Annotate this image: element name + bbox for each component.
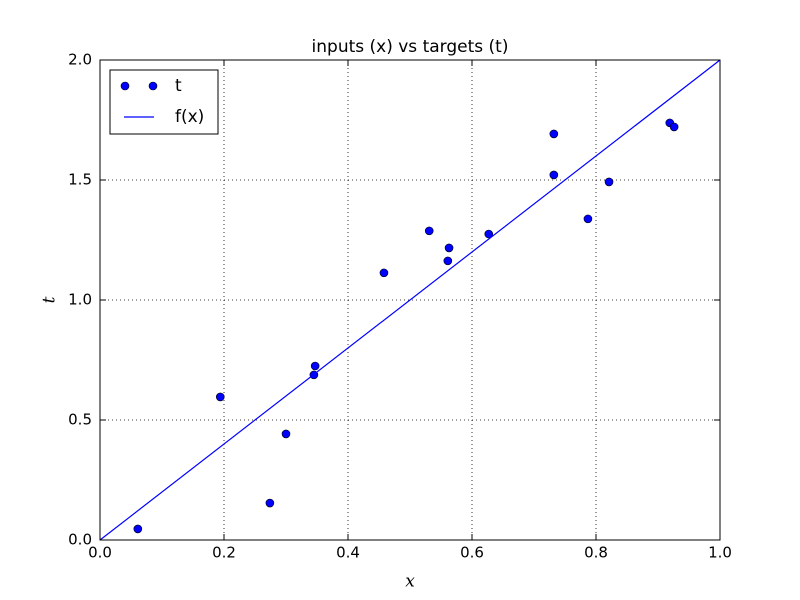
x-tick-label: 0.0 — [88, 544, 112, 562]
x-tick-label: 0.2 — [212, 544, 236, 562]
y-tick-label: 2.0 — [68, 51, 92, 69]
x-tick-label: 0.8 — [584, 544, 608, 562]
data-point — [444, 243, 454, 253]
y-tick-label: 1.0 — [68, 291, 92, 309]
data-point — [310, 361, 320, 371]
data-point — [604, 177, 614, 187]
data-point — [133, 524, 143, 534]
legend-marker — [148, 81, 158, 91]
fit-line — [99, 59, 721, 541]
y-tick-label: 1.5 — [68, 171, 92, 189]
data-point — [669, 122, 679, 132]
legend-box — [109, 69, 219, 135]
legend-label: f(x) — [175, 107, 204, 127]
data-point — [549, 129, 559, 139]
data-point — [265, 498, 275, 508]
legend-label: t — [175, 76, 182, 96]
x-tick-label: 0.4 — [336, 544, 360, 562]
data-point — [424, 226, 434, 236]
x-axis-label: x — [405, 572, 415, 592]
x-tick-label: 1.0 — [708, 544, 732, 562]
data-point — [549, 170, 559, 180]
legend-marker — [120, 81, 130, 91]
data-point — [215, 392, 225, 402]
data-point — [583, 214, 593, 224]
data-point — [281, 429, 291, 439]
data-point — [379, 268, 389, 278]
data-point — [443, 256, 453, 266]
y-tick-label: 0.5 — [68, 411, 92, 429]
plot-frame — [99, 59, 721, 541]
y-axis-label: t — [40, 296, 60, 303]
x-tick-label: 0.6 — [460, 544, 484, 562]
chart-title: inputs (x) vs targets (t) — [312, 37, 509, 57]
y-tick-label: 0.0 — [68, 531, 92, 549]
data-point — [484, 229, 494, 239]
